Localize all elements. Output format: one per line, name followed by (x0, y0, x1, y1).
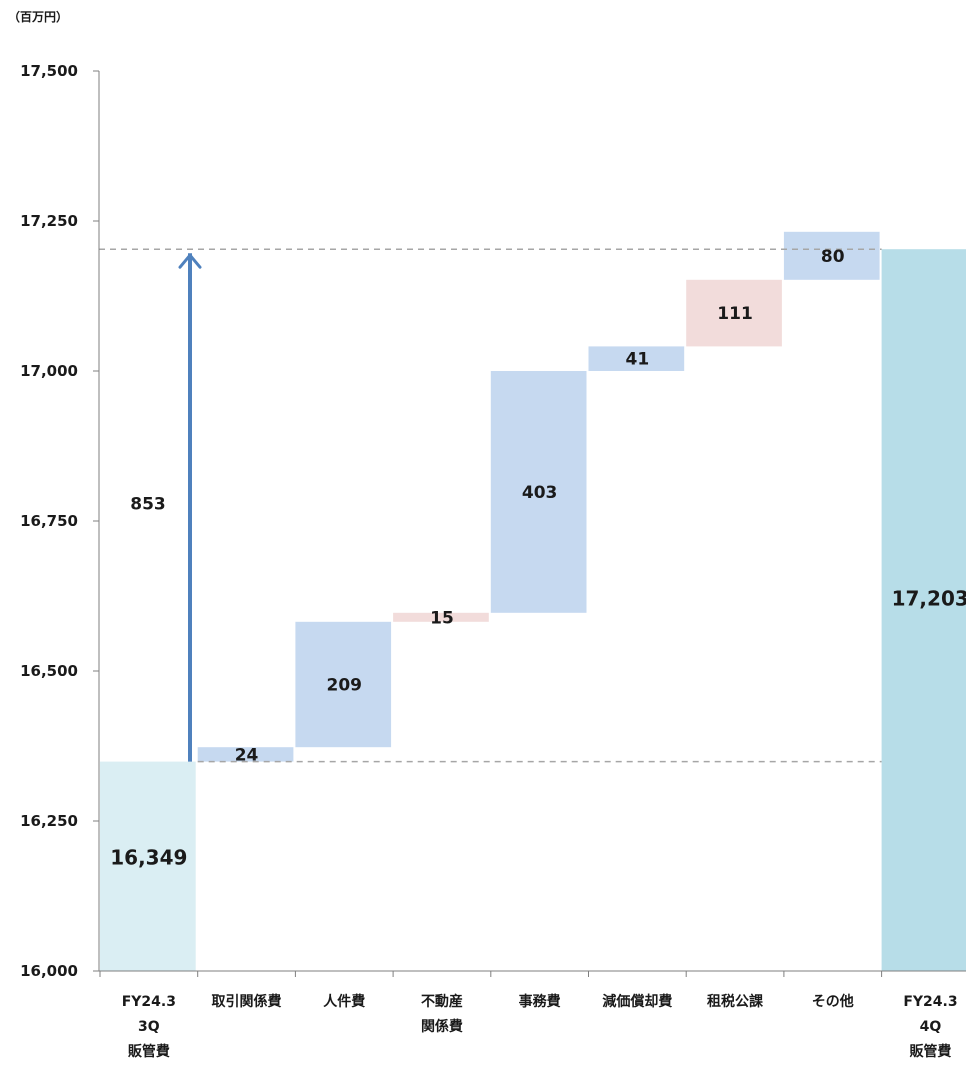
unit-label: （百万円） (8, 10, 69, 24)
data-label-end: 17,203 (892, 587, 966, 611)
bar-step (393, 612, 489, 622)
bars-layer (100, 231, 966, 971)
bar-step (588, 346, 685, 371)
y-tick-label: 17,250 (20, 212, 78, 230)
data-label-step: 403 (522, 483, 558, 503)
y-tick-label: 16,250 (20, 812, 78, 830)
category-label: 人件費 (323, 993, 365, 1010)
bar-step (783, 231, 880, 280)
y-tick-label: 16,750 (20, 512, 78, 530)
data-label-step: 41 (626, 350, 650, 370)
bar-step (490, 371, 587, 613)
data-label-step: 15 (430, 608, 454, 628)
data-label-total-change: 853 (130, 495, 166, 515)
bar-end-total (881, 249, 966, 971)
category-label: 租税公課 (707, 993, 764, 1010)
y-tick-label: 16,000 (20, 962, 78, 980)
arrow-head-icon (178, 253, 202, 269)
category-label: FY24.3 4Q 販管費 (903, 994, 957, 1060)
category-label: FY24.3 3Q 販管費 (122, 994, 176, 1060)
y-tick-label: 17,000 (20, 362, 78, 380)
category-label: 取引関係費 (212, 993, 282, 1010)
data-label-step: 111 (717, 304, 753, 324)
labels-layer: 16,349 24 209 15 403 41 111 80 17,203 853 (110, 247, 966, 870)
axis-layer: 17,500 17,250 17,000 16,750 16,500 16,250 16,0… (20, 62, 966, 1060)
category-label: その他 (812, 993, 854, 1010)
data-label-step: 209 (327, 676, 363, 696)
category-label: 不動産関係費 (421, 993, 463, 1035)
category-label: 事務費 (519, 993, 561, 1010)
data-label-step: 80 (821, 247, 845, 267)
bar-step (686, 279, 782, 347)
bar-start-total (100, 761, 196, 971)
guide-lines-layer (99, 248, 882, 763)
data-label-start: 16,349 (110, 846, 187, 870)
y-tick-label: 16,500 (20, 662, 78, 680)
bar-step (295, 621, 392, 748)
bar-step (197, 747, 294, 762)
category-label: 減価償却費 (602, 993, 672, 1010)
data-label-step: 24 (235, 745, 259, 765)
y-tick-label: 17,500 (20, 62, 78, 80)
